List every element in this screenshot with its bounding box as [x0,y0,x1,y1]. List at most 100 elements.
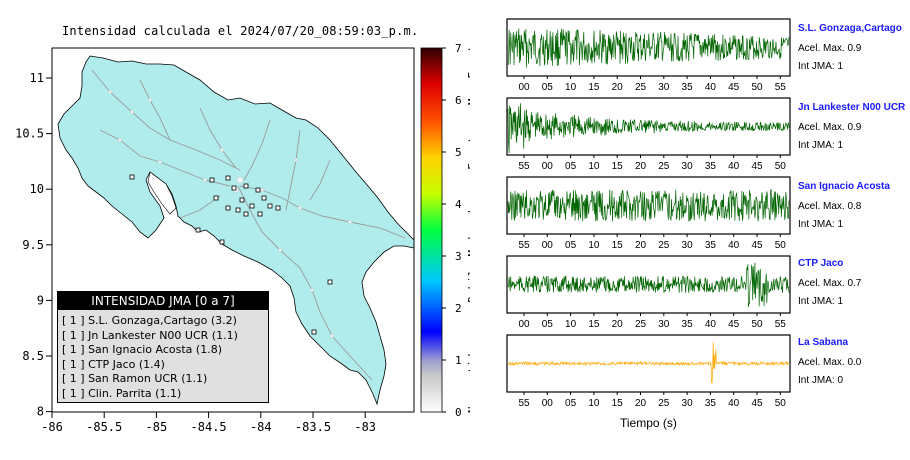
seismogram-tick-label: 00 [542,398,554,409]
seismogram-trace [507,262,790,307]
seismogram-tick-label: 05 [542,319,554,330]
station-accel: Acel. Max. 0.0 [798,357,862,368]
legend-list: [ 1 ] S.L. Gonzaga,Cartago (3.2) [ 1 ] J… [58,314,268,402]
map-y-tick-label: 11 [30,71,44,85]
colorbar-category-label: Muy Fuerte [466,39,470,105]
seismogram-tick-label: 15 [588,82,600,93]
seismogram-tick-label: 55 [518,161,530,172]
seismogram-tick-label: 50 [751,82,763,93]
seismogram-tick-label: 05 [565,398,577,409]
seismogram-tick-label: 35 [705,240,717,251]
seismogram-tick-label: 35 [682,319,694,330]
seismogram-tick-label: 20 [635,240,647,251]
colorbar-tick-label: 6 [455,94,462,107]
station-name: S.L. Gonzaga,Cartago [798,23,902,34]
legend-item: [ 1 ] San Ignacio Acosta (1.8) [62,343,222,357]
seismogram-tick-label: 40 [705,319,717,330]
station-accel: Acel. Max. 0.7 [798,278,862,289]
station-info-3: CTP Jaco Acel. Max. 0.7 Int JMA: 1 [798,258,861,307]
seismogram-tick-label: 25 [658,398,670,409]
map-y-axis: 11 10.5 10 9.5 9 8.5 8 [15,71,52,419]
seismogram-tick-label: 45 [751,161,763,172]
legend-item: [ 1 ] Jn Lankester N00 UCR (1.1) [62,328,238,342]
legend-item: [ 1 ] CTP Jaco (1.4) [62,357,165,371]
seismogram-tick-label: 25 [658,161,670,172]
seismogram-tick-label: 05 [565,161,577,172]
seismogram-tick-label: 25 [635,82,647,93]
colorbar-category-label: No sentido [466,347,470,413]
map-y-tick-label: 8.5 [22,349,44,363]
map-y-tick-label: 10.5 [15,127,44,141]
seismogram-tick-label: 00 [542,161,554,172]
station-jma: Int JMA: 1 [798,140,844,151]
seismogram-tick-label: 35 [705,398,717,409]
seismogram-tick-label: 55 [775,319,787,330]
station-jma: Int JMA: 1 [798,219,844,230]
seismogram-tick-label: 10 [588,161,600,172]
legend-item: [ 1 ] San Ramon UCR (1.1) [62,372,208,386]
station-accel: Acel. Max. 0.8 [798,201,862,212]
seismogram-tick-label: 10 [565,82,577,93]
station-name: Jn Lankester N00 UCR [798,102,906,113]
intensity-map: -86 -85.5 -85 -84.5 -84 -83.5 -83 1110.5109.59… [15,39,470,434]
seismogram-tick-label: 20 [635,161,647,172]
seismogram-tick-label: 40 [728,398,740,409]
seismogram-tick-label: 00 [518,82,530,93]
seismogram-tick-label: 45 [751,398,763,409]
seismogram-3: 00 05 10 15 20 25 30 35 40 45 50 55 [506,255,791,330]
seismogram-tick-label: 15 [612,161,624,172]
station-info-2: San Ignacio Acosta Acel. Max. 0.8 Int JM… [798,181,890,230]
seismogram-tick-label: 20 [612,319,624,330]
seismogram-tick-label: 30 [682,161,694,172]
seismogram-tick-label: 30 [682,398,694,409]
intensity-colorbar [420,47,443,413]
seismogram-tick-label: 25 [658,240,670,251]
gulf-of-nicoya [147,171,177,215]
seismogram-tick-label: 55 [518,398,530,409]
colorbar-category-label: Moderado [466,204,470,257]
map-frame [51,47,415,413]
map-x-tick-label: -84.5 [191,420,227,434]
station-name: San Ignacio Acosta [798,181,890,192]
seismogram-tick-label: 15 [612,398,624,409]
time-axis-label: Tiempo (s) [620,416,677,430]
colorbar-tick-label: 7 [455,42,462,55]
station-name: La Sabana [798,337,849,348]
seismogram-0: 00 05 10 15 20 25 30 35 40 45 50 55 [506,18,791,93]
seismogram-tick-label: 30 [682,240,694,251]
colorbar-tick-label: 5 [455,146,462,159]
seismogram-tick-label: 25 [635,319,647,330]
intensity-map-panel: -86 -85.5 -85 -84.5 -84 -83.5 -83 11 10.5 10 9.5 9… [15,39,470,434]
map-x-tick-label: -83 [354,420,376,434]
colorbar-tick-label: 2 [455,302,462,315]
seismogram-tick-label: 10 [588,240,600,251]
legend-item: [ 1 ] Clin. Parrita (1.1) [62,386,182,400]
station-jma: Int JMA: 1 [798,61,844,72]
seismogram-tick-label: 55 [775,82,787,93]
map-y-tick-label: 9 [37,293,44,307]
colorbar-tick-label: 4 [455,198,462,211]
seismogram-panel: 00 05 10 15 20 25 30 35 40 45 50 55 55 00 05 10 15 20 25 30… [506,18,791,409]
seismogram-tick-label: 00 [542,240,554,251]
map-x-tick-label: -85 [146,420,168,434]
station-name: CTP Jaco [798,258,844,269]
station-squares [129,174,333,335]
intensity-legend: INTENSIDAD JMA [0 a 7] [ 1 ] S.L. Gonzag… [57,291,269,403]
seismogram-tick-label: 00 [518,319,530,330]
map-title: Intensidad calculada el 2024/07/20_08:59… [62,24,419,38]
costa-rica-landmass [57,55,415,406]
legend-header: INTENSIDAD JMA [0 a 7] [58,292,268,310]
map-y-tick-label: 9.5 [22,238,44,252]
seismogram-tick-label: 35 [682,82,694,93]
colorbar-category-label: Debil [466,269,470,302]
seismogram-trace [507,28,790,68]
seismogram-tick-label: 40 [705,82,717,93]
seismogram-tick-label: 55 [518,240,530,251]
station-jma: Int JMA: 1 [798,296,844,307]
seismogram-tick-label: 50 [775,161,787,172]
station-accel: Acel. Max. 0.9 [798,122,862,133]
station-info-4: La Sabana Acel. Max. 0.0 Int JMA: 0 [798,337,861,386]
map-x-axis: -86 -85.5 -85 -84.5 -84 -83.5 -83 [41,412,376,434]
map-x-tick-label: -86 [41,420,63,434]
seismogram-tick-label: 45 [728,319,740,330]
